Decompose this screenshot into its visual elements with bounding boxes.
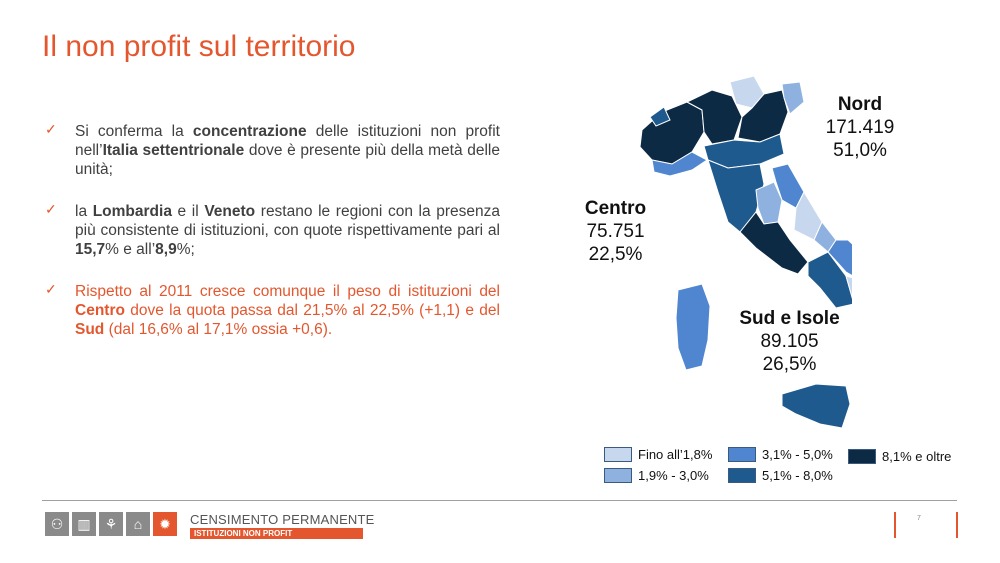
page-number: 7 [917, 515, 921, 522]
region-name: Nord [837, 94, 883, 115]
text-run: dove la quota passa dal 21,5% al 22,5% (… [124, 302, 500, 319]
brand-logo: CENSIMENTO PERMANENTE ISTITUZIONI NON PR… [190, 512, 375, 539]
page-number-bar-left [894, 512, 896, 538]
legend-item: Fino all’1,8% [604, 447, 712, 462]
bold-text: concentrazione [192, 123, 307, 140]
bold-text: 8,9 [155, 241, 177, 258]
legend-item: 5,1% - 8,0% [728, 468, 833, 483]
region-count: 75.751 [586, 221, 645, 242]
region-valle-aosta [649, 106, 671, 127]
bullet-text: Si conferma la concentrazione delle isti… [75, 123, 500, 178]
wheat-icon: ⚘ [99, 512, 123, 536]
map-legend: Fino all’1,8% 1,9% - 3,0% 3,1% - 5,0% 5,… [604, 445, 974, 487]
region-label-centro: Centro 75.751 22,5% [563, 197, 668, 266]
legend-label: 5,1% - 8,0% [762, 468, 833, 483]
region-friuli [781, 81, 805, 115]
text-run: e il [171, 203, 205, 220]
region-share: 22,5% [588, 244, 643, 265]
text-run: delle istituzioni non profit nell’ [75, 123, 500, 159]
legend-item: 1,9% - 3,0% [604, 468, 709, 483]
legend-swatch [728, 468, 756, 483]
legend-item: 3,1% - 5,0% [728, 447, 833, 462]
page-number-bar-right [956, 512, 958, 538]
legend-label: 1,9% - 3,0% [638, 468, 709, 483]
region-name: Sud e Isole [739, 308, 840, 329]
region-count: 171.419 [825, 117, 895, 138]
buildings-icon: ▥ [72, 512, 96, 536]
region-basilicata [845, 275, 852, 299]
region-liguria [651, 151, 708, 177]
region-puglia [827, 239, 852, 277]
region-share: 51,0% [833, 140, 887, 161]
region-label-sud: Sud e Isole 89.105 26,5% [722, 307, 857, 376]
brand-line-1: CENSIMENTO PERMANENTE [190, 512, 375, 527]
gear-icon: ✹ [153, 512, 177, 536]
text-run: %; [176, 241, 195, 258]
text-run: dove è presente più della metà delle uni… [75, 142, 500, 178]
region-share: 26,5% [762, 354, 817, 375]
region-label-nord: Nord 171.419 51,0% [805, 93, 915, 162]
institution-icon: ⌂ [126, 512, 150, 536]
legend-swatch [848, 449, 876, 464]
legend-label: 3,1% - 5,0% [762, 447, 833, 462]
legend-label: Fino all’1,8% [638, 447, 713, 462]
bullet-1: ✓ Si conferma la concentrazione delle is… [45, 121, 500, 179]
footer-divider [42, 500, 957, 501]
people-icon: ⚇ [45, 512, 69, 536]
checkmark-icon: ✓ [45, 281, 57, 297]
region-count: 89.105 [760, 331, 819, 352]
text-run: % e all’ [105, 241, 156, 258]
bold-text: 15,7 [75, 241, 106, 258]
legend-item: 8,1% e oltre [848, 449, 951, 464]
bullet-list: ✓ Si conferma la concentrazione delle is… [45, 121, 500, 362]
legend-swatch [604, 468, 632, 483]
logo-icons: ⚇ ▥ ⚘ ⌂ ✹ [45, 512, 177, 536]
text-run: la [75, 203, 93, 220]
bold-text: Veneto [204, 203, 256, 220]
text-run: Rispetto al 2011 cresce comunque il peso… [75, 283, 500, 300]
bullet-text: la Lombardia e il Veneto restano le regi… [75, 203, 500, 258]
brand-line-2: ISTITUZIONI NON PROFIT [190, 528, 363, 539]
bold-text: Centro [75, 302, 125, 319]
bold-text: Lombardia [92, 203, 172, 220]
region-sicilia [781, 383, 851, 429]
region-lazio [739, 211, 809, 275]
italy-map [639, 75, 852, 429]
bullet-2: ✓ la Lombardia e il Veneto restano le re… [45, 201, 500, 259]
slide-title: Il non profit sul territorio [42, 30, 356, 63]
bold-text: Italia settentrionale [102, 142, 245, 159]
bold-text: Sud [75, 321, 105, 338]
text-run: restano le regioni con la presenza più c… [75, 203, 501, 239]
region-veneto [737, 89, 789, 143]
region-name: Centro [584, 198, 647, 219]
legend-label: 8,1% e oltre [882, 449, 952, 464]
region-sardegna [675, 283, 711, 371]
text-run: Si conferma la [75, 123, 193, 140]
checkmark-icon: ✓ [45, 201, 57, 217]
checkmark-icon: ✓ [45, 121, 57, 137]
text-run: (dal 16,6% al 17,1% ossia +0,6). [104, 321, 333, 338]
bullet-3: ✓ Rispetto al 2011 cresce comunque il pe… [45, 281, 500, 339]
bullet-text: Rispetto al 2011 cresce comunque il peso… [75, 283, 500, 338]
legend-swatch [728, 447, 756, 462]
legend-swatch [604, 447, 632, 462]
